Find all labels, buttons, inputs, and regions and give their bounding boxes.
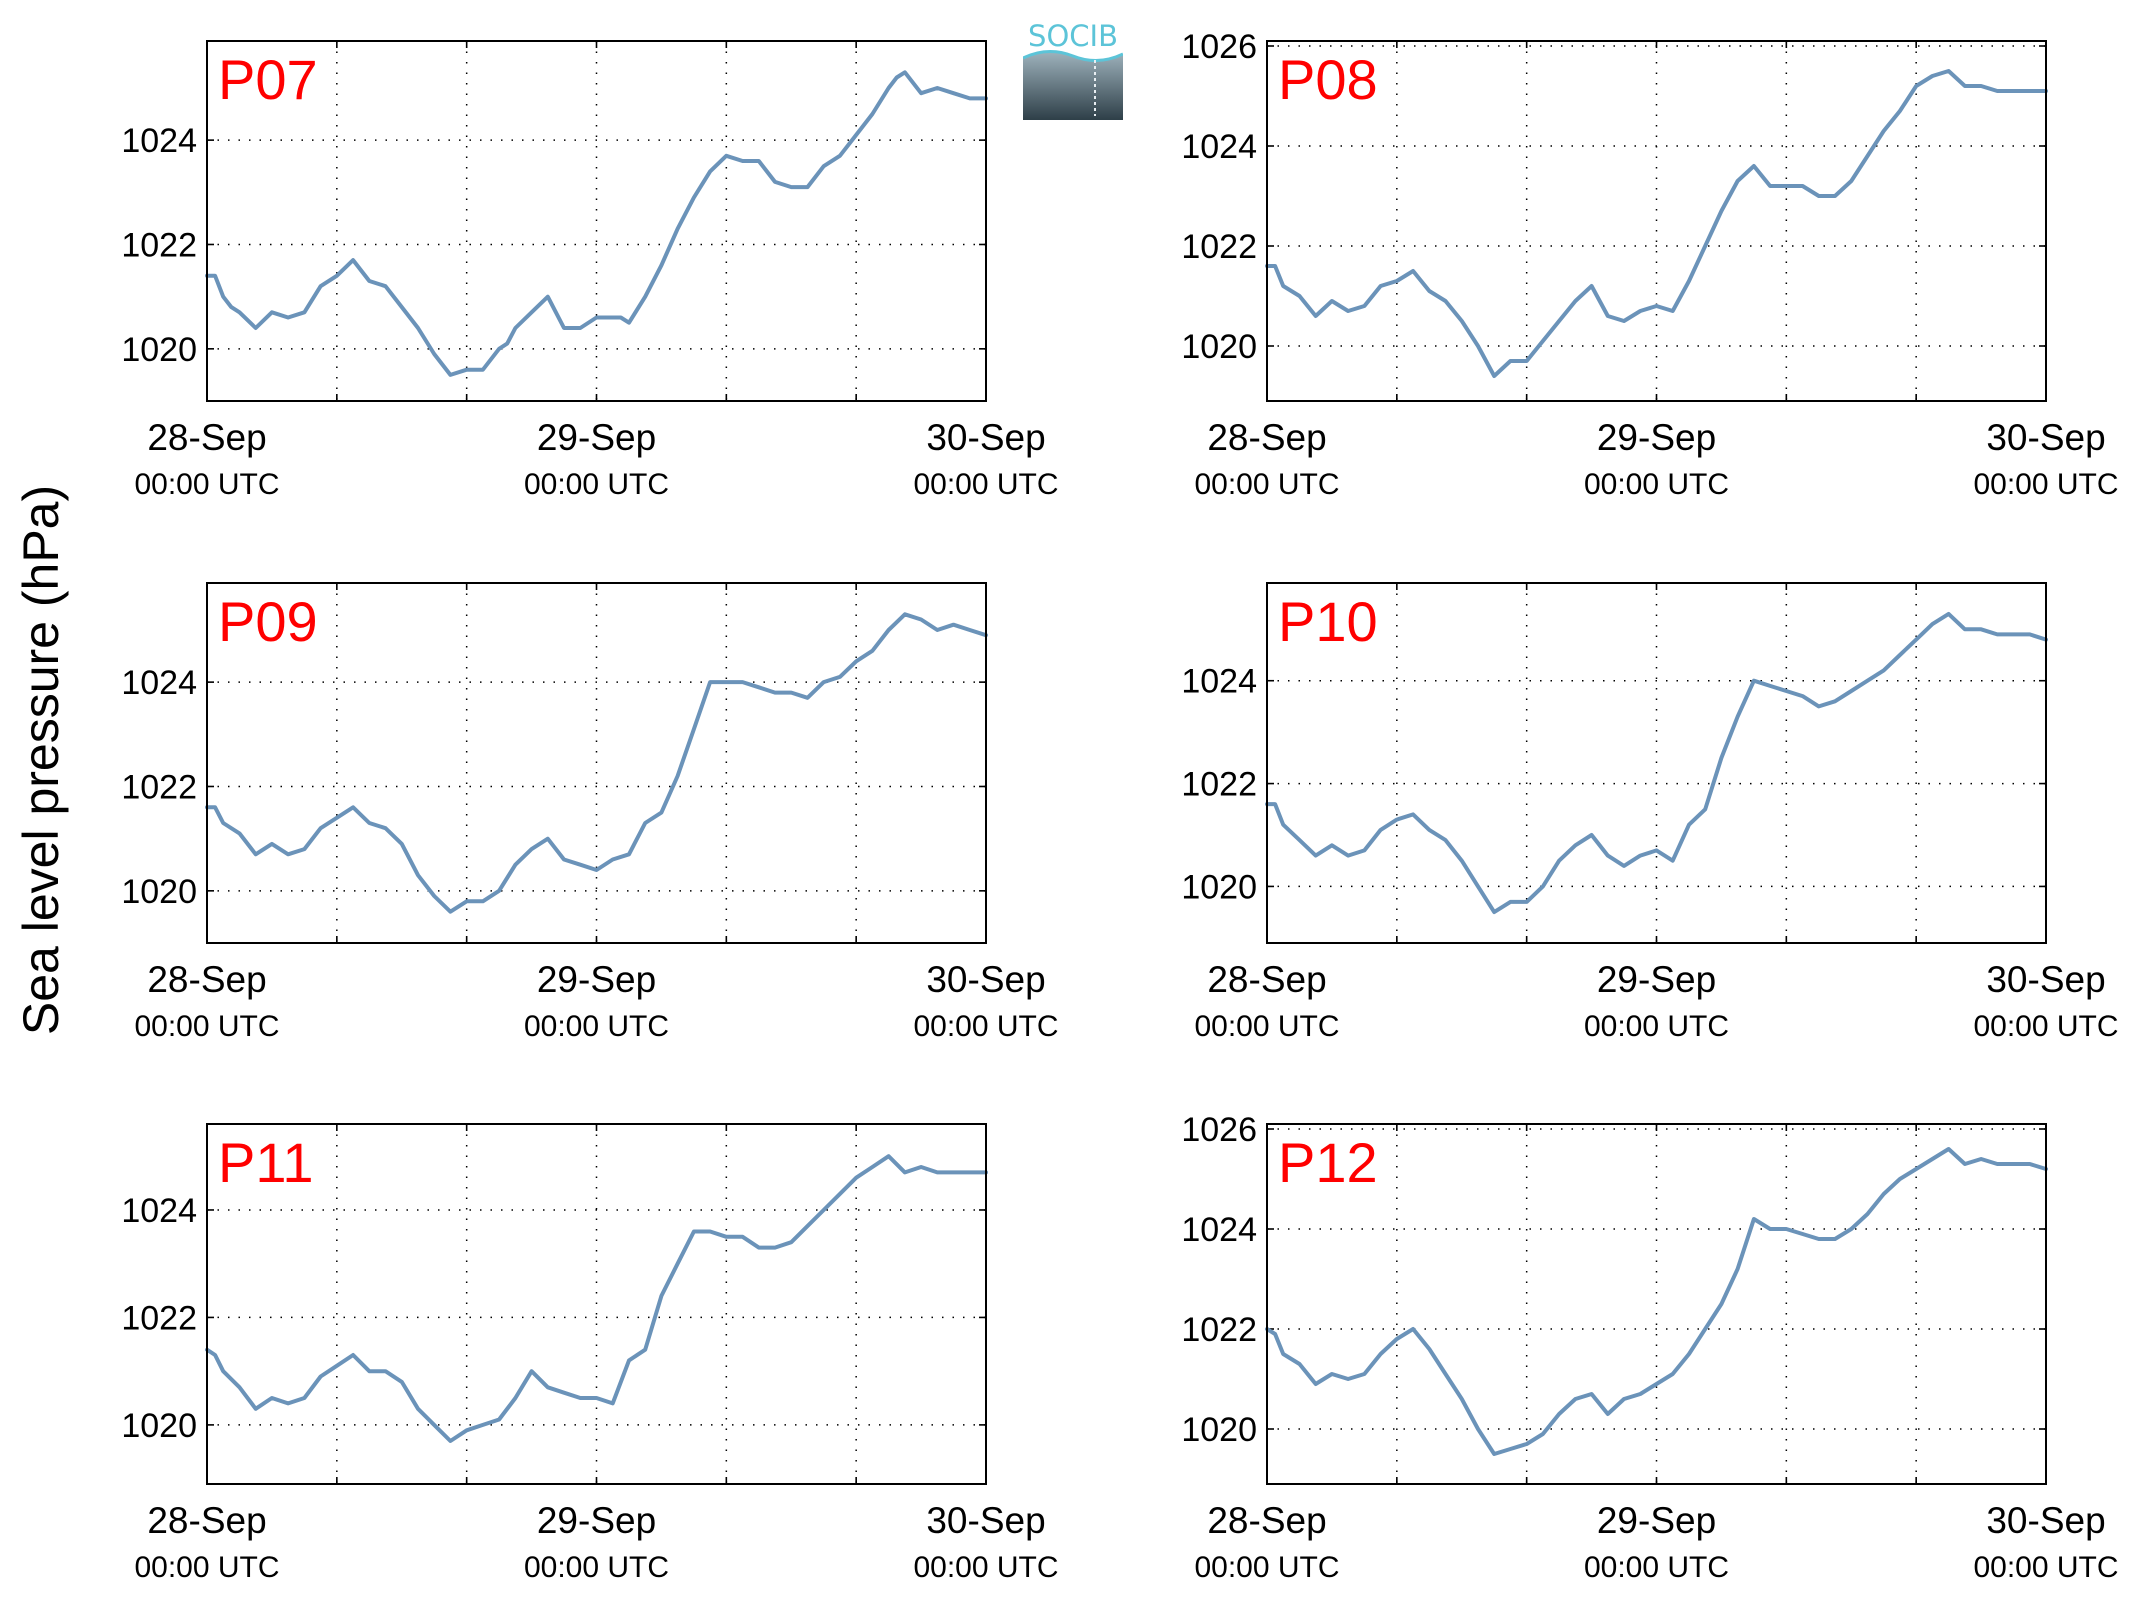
y-tick-label: 1024 [1181, 663, 1257, 701]
y-tick-label: 1026 [1181, 1111, 1257, 1149]
x-tick-label-time: 00:00 UTC [134, 1010, 279, 1043]
panel-p07: 1020 1022 1024 P07 28-Sep 00:00 UTC 29-Sep 00:0… [121, 40, 1059, 501]
logo-text: SOCIB [1028, 19, 1118, 53]
x-tick-label-time: 00:00 UTC [134, 468, 279, 501]
x-tick-label-time: 00:00 UTC [1194, 468, 1339, 501]
panel-p08: 1020 1022 1024 1026 P08 28-Sep 00:00 UTC 29-Sep… [1181, 28, 2118, 501]
y-tick-label: 1026 [1181, 28, 1257, 66]
y-axis-label: Sea level pressure (hPa) [13, 485, 69, 1035]
y-tick-label: 1020 [121, 1407, 197, 1445]
panel-label: P10 [1278, 590, 1378, 653]
x-tick-label-day: 29-Sep [537, 417, 656, 458]
x-tick-label-time: 00:00 UTC [1973, 1551, 2118, 1584]
x-tick-label-day: 28-Sep [1207, 1500, 1326, 1541]
panel-label: P07 [218, 48, 318, 111]
x-tick-label-day: 29-Sep [1597, 417, 1716, 458]
x-tick-label-day: 28-Sep [1207, 959, 1326, 1000]
x-tick-label-day: 28-Sep [147, 417, 266, 458]
y-tick-label: 1022 [121, 1299, 197, 1337]
series-line-p11 [205, 1154, 988, 1443]
axes-frame [206, 1123, 987, 1485]
panel-p12: 1020 1022 1024 1026 P12 28-Sep 00:00 UTC 29-Sep… [1181, 1111, 2118, 1584]
panel-p10: 1020 1022 1024 P10 28-Sep 00:00 UTC 29-Sep 00:0… [1181, 582, 2119, 1043]
x-tick-label-day: 29-Sep [537, 1500, 656, 1541]
x-tick-label-day: 29-Sep [1597, 1500, 1716, 1541]
x-tick-label-day: 30-Sep [926, 959, 1045, 1000]
y-tick-label: 1022 [1181, 228, 1257, 266]
x-tick-label-time: 00:00 UTC [134, 1551, 279, 1584]
y-tick-label: 1022 [121, 768, 197, 806]
y-tick-label: 1022 [1181, 766, 1257, 804]
x-tick-label-time: 00:00 UTC [1584, 1010, 1729, 1043]
axes-frame [1266, 1123, 2047, 1485]
x-tick-label-time: 00:00 UTC [1584, 468, 1729, 501]
series-line-p12 [1265, 1147, 2048, 1456]
x-tick-label-time: 00:00 UTC [913, 1551, 1058, 1584]
x-tick-label-time: 00:00 UTC [524, 468, 669, 501]
x-tick-label-time: 00:00 UTC [913, 468, 1058, 501]
panel-label: P08 [1278, 48, 1378, 111]
y-tick-label: 1024 [121, 122, 197, 160]
y-tick-label: 1024 [121, 1192, 197, 1230]
y-tick-label: 1020 [1181, 1411, 1257, 1449]
y-tick-label: 1024 [1181, 128, 1257, 166]
series-line-p08 [1265, 69, 2048, 378]
y-tick-label: 1024 [121, 664, 197, 702]
y-tick-label: 1022 [1181, 1311, 1257, 1349]
y-tick-label: 1020 [121, 873, 197, 911]
panel-p11: 1020 1022 1024 P11 28-Sep 00:00 UTC 29-Sep 00:0… [121, 1123, 1059, 1584]
socib-logo: SOCIB [1022, 16, 1124, 120]
panel-label: P12 [1278, 1131, 1378, 1194]
y-tick-label: 1020 [1181, 868, 1257, 906]
x-tick-label-time: 00:00 UTC [524, 1010, 669, 1043]
axes-frame [206, 40, 987, 402]
series-line-p07 [205, 70, 988, 377]
x-tick-label-day: 29-Sep [537, 959, 656, 1000]
panel-label: P11 [218, 1131, 313, 1194]
x-tick-label-day: 28-Sep [1207, 417, 1326, 458]
y-tick-label: 1024 [1181, 1211, 1257, 1249]
x-tick-label-day: 30-Sep [1986, 417, 2105, 458]
x-tick-label-day: 30-Sep [926, 1500, 1045, 1541]
x-tick-label-time: 00:00 UTC [1973, 1010, 2118, 1043]
x-tick-label-time: 00:00 UTC [1584, 1551, 1729, 1584]
y-tick-label: 1020 [1181, 328, 1257, 366]
y-tick-label: 1020 [121, 331, 197, 369]
x-tick-label-day: 28-Sep [147, 1500, 266, 1541]
y-tick-label: 1022 [121, 226, 197, 264]
series-line-p10 [1265, 611, 2048, 915]
panel-p09: 1020 1022 1024 P09 28-Sep 00:00 UTC 29-Sep 00:0… [121, 582, 1059, 1043]
x-tick-label-time: 00:00 UTC [1194, 1551, 1339, 1584]
x-tick-label-day: 30-Sep [1986, 959, 2105, 1000]
series-line-p09 [205, 612, 988, 914]
x-tick-label-day: 28-Sep [147, 959, 266, 1000]
x-tick-label-day: 30-Sep [1986, 1500, 2105, 1541]
panel-label: P09 [218, 590, 318, 653]
x-tick-label-time: 00:00 UTC [1194, 1010, 1339, 1043]
x-tick-label-time: 00:00 UTC [524, 1551, 669, 1584]
x-tick-label-time: 00:00 UTC [1973, 468, 2118, 501]
axes-frame [206, 582, 987, 944]
x-tick-label-time: 00:00 UTC [913, 1010, 1058, 1043]
axes-frame [1266, 582, 2047, 944]
axes-frame [1266, 40, 2047, 402]
x-tick-label-day: 29-Sep [1597, 959, 1716, 1000]
x-tick-label-day: 30-Sep [926, 417, 1045, 458]
